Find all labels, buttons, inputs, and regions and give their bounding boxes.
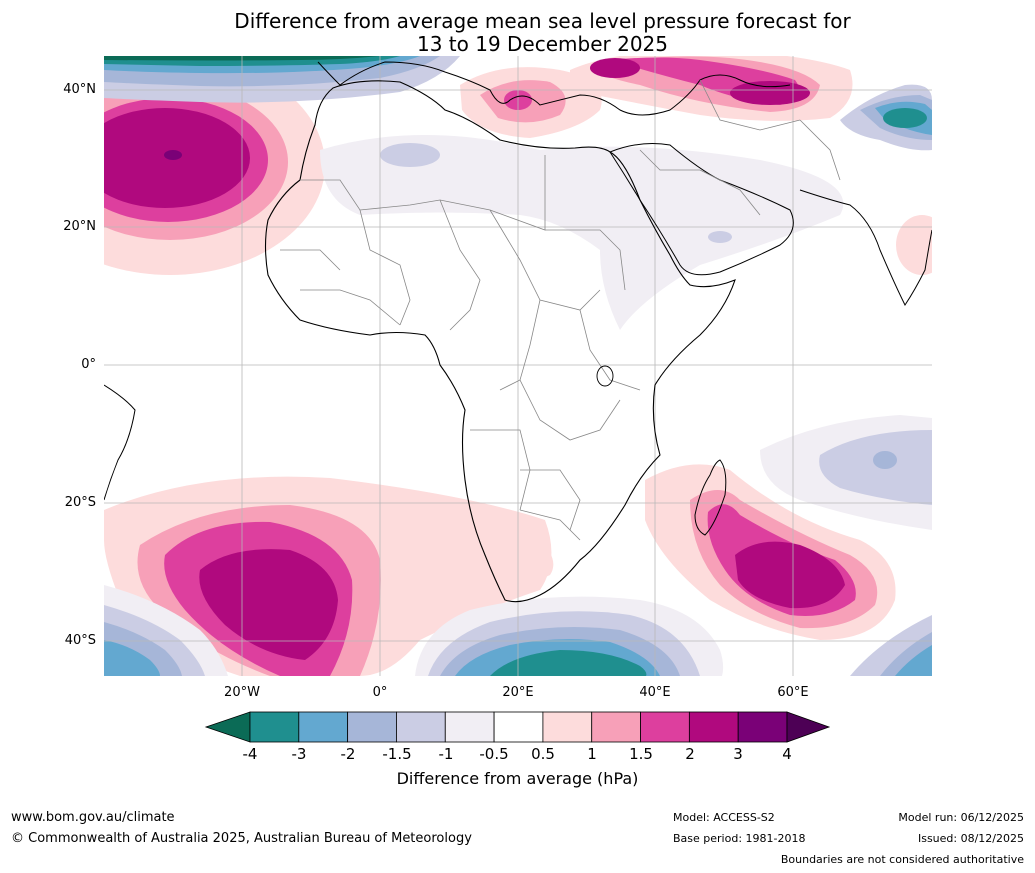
issued-text: Issued: 08/12/2025 [917, 832, 1024, 845]
model-run-text: Model run: 06/12/2025 [898, 811, 1024, 824]
colorbar-bin [347, 711, 397, 743]
lon-label-20e: 20°E [502, 685, 534, 700]
lake-victoria [596, 365, 614, 387]
colorbar-min-arrow [204, 711, 251, 743]
south-america-coastline [104, 384, 136, 501]
website-link[interactable]: www.bom.gov.au/climate [11, 810, 175, 825]
colorbar-tick: -3 [291, 745, 307, 763]
lat-label-40n: 40°N [63, 82, 96, 97]
colorbar-tick: 4 [782, 745, 792, 763]
south-indian-ocean-high-anomaly [645, 464, 896, 640]
lat-label-0: 0° [81, 357, 96, 372]
colorbar-tick: -0.5 [479, 745, 509, 763]
country-boundaries [280, 79, 841, 541]
model-text: Model: ACCESS-S2 [673, 811, 775, 824]
lat-label-20s: 20°S [64, 495, 96, 510]
title-line-1: Difference from average mean sea level p… [234, 9, 851, 33]
south-asia-coastline [799, 189, 932, 306]
colorbar-tick: -4 [242, 745, 258, 763]
arabia-coastline [609, 143, 794, 276]
chart-title: Difference from average mean sea level p… [0, 10, 1035, 56]
colorbar-tick: 0.5 [531, 745, 555, 763]
sahara-weak-negative [320, 135, 844, 330]
africa-coastline [264, 80, 736, 603]
southern-africa-high-anomaly [480, 537, 554, 590]
colorbar-tick: -2 [340, 745, 356, 763]
lat-label-40s: 40°S [64, 633, 96, 648]
lon-label-60e: 60°E [777, 685, 809, 700]
lon-label-20w: 20°W [224, 685, 260, 700]
colorbar-tick: -1 [438, 745, 454, 763]
lon-label-0: 0° [372, 685, 388, 700]
south-indian-ocean-low [760, 415, 932, 530]
south-atlantic-high-anomaly [104, 476, 552, 676]
graticule [104, 56, 932, 676]
lat-label-20n: 20°N [63, 219, 96, 234]
lon-label-40e: 40°E [639, 685, 671, 700]
colorbar-bin [737, 711, 788, 743]
colorbar-bin [542, 711, 593, 743]
disclaimer-text: Boundaries are not considered authoritat… [780, 853, 1024, 866]
colorbar-max-arrow [786, 711, 831, 743]
copyright-text: © Commonwealth of Australia 2025, Austra… [11, 831, 472, 846]
colorbar-bin [444, 711, 495, 743]
colorbar-tick: 1 [587, 745, 597, 763]
colorbar-bin [249, 711, 300, 743]
base-period-text: Base period: 1981-2018 [673, 832, 806, 845]
colorbar-tick: 3 [733, 745, 743, 763]
southern-ocean-low-west [104, 585, 228, 676]
colorbar-tick: -1.5 [382, 745, 412, 763]
southern-ocean-low-central [415, 596, 724, 676]
central-asia-low-anomaly [840, 84, 932, 151]
map-panel [104, 56, 932, 676]
colorbar-tick: 1.5 [629, 745, 653, 763]
colorbar-label: Difference from average (hPa) [396, 769, 639, 788]
india-high-anomaly [896, 215, 932, 275]
colorbar-bin [396, 711, 446, 743]
colorbar-bin [688, 711, 739, 743]
colorbar-bin [640, 711, 690, 743]
colorbar-tick: 2 [685, 745, 695, 763]
title-line-2: 13 to 19 December 2025 [416, 32, 668, 56]
mediterranean-high-anomaly [460, 67, 602, 138]
southern-ocean-low-east [850, 615, 932, 676]
colorbar-bin [493, 711, 544, 743]
colorbar-bin [298, 711, 349, 743]
colorbar-bin [591, 711, 641, 743]
caspian-high-anomaly [570, 56, 853, 121]
madagascar [694, 459, 727, 536]
